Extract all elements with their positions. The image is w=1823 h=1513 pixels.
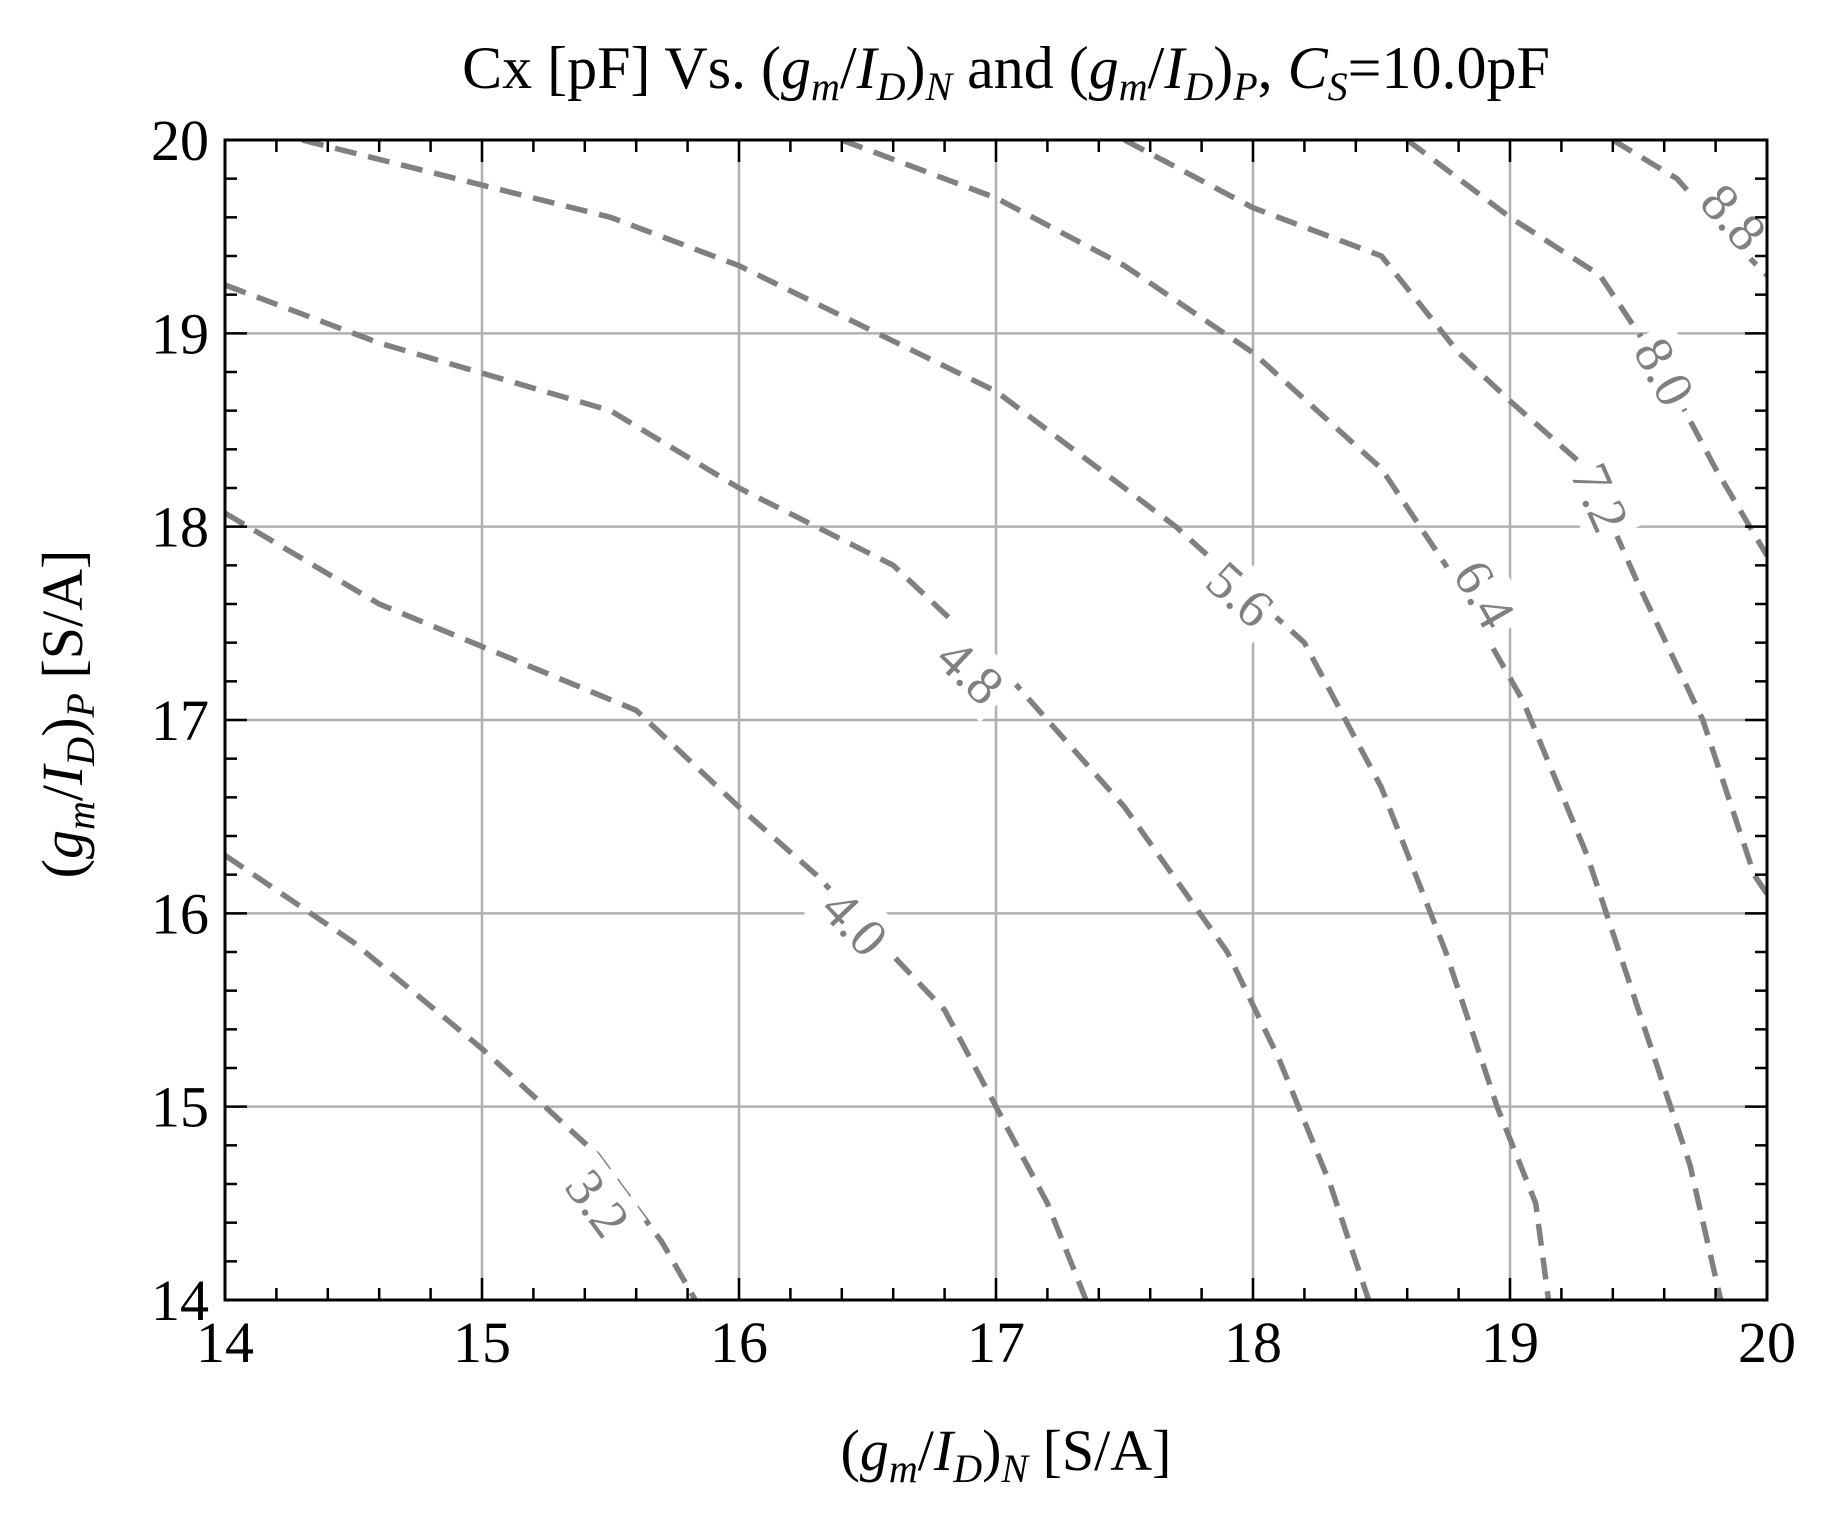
- contour-line-4-0: [225, 510, 1089, 1300]
- contour-label-mask: [1437, 542, 1532, 646]
- contour-label-4-0: 4.0: [810, 878, 900, 968]
- contour-label-mask: [1555, 447, 1645, 549]
- contour-labels: 3.24.04.85.6 6.47.28.08.8: [548, 165, 1784, 1255]
- y-tick-label: 16: [151, 881, 209, 946]
- contour-label-4-8: 4.8: [925, 627, 1015, 717]
- y-tick-label: 17: [151, 688, 209, 753]
- y-tick-label: 14: [151, 1268, 209, 1333]
- y-axis-label: (gm/ID)P [S/A]: [30, 550, 103, 879]
- contour-line-4-8: [225, 282, 1372, 1300]
- x-tick-label: 19: [1481, 1310, 1539, 1375]
- contour-label-mask: [1188, 543, 1292, 645]
- contour-line-7-2: [1123, 140, 1767, 896]
- y-tick-labels: 14 15 16 17 18 19 20: [151, 108, 209, 1333]
- y-tick-label: 19: [151, 301, 209, 366]
- chart-title: Cx [pF] Vs. (gm/ID)N and (gm/ID)P, CS=10…: [462, 35, 1550, 109]
- contour-line-5-6: [301, 140, 1552, 1300]
- y-tick-label: 20: [151, 108, 209, 173]
- contour-line-3-2: [225, 853, 698, 1300]
- contour-label-5-6: 5.6: [1195, 549, 1285, 639]
- y-tick-label: 15: [151, 1075, 209, 1140]
- x-tick-label: 20: [1738, 1310, 1796, 1375]
- x-tick-label: 16: [710, 1310, 768, 1375]
- x-tick-label: 15: [453, 1310, 511, 1375]
- contour-label-mask: [548, 1151, 647, 1255]
- tick-marks: [223, 140, 1767, 1302]
- contour-label-mask: [803, 871, 906, 975]
- x-tick-label: 14: [196, 1310, 254, 1375]
- contour-label-mask: [919, 621, 1022, 723]
- y-tick-label: 18: [151, 495, 209, 560]
- contour-line-8-0: [1405, 140, 1767, 558]
- contour-label-mask: [1617, 320, 1711, 424]
- x-tick-label: 18: [1224, 1310, 1282, 1375]
- x-tick-label: 17: [967, 1310, 1025, 1375]
- x-axis-label: (gm/ID)N [S/A]: [841, 1418, 1172, 1491]
- grid-lines: [223, 138, 1769, 1302]
- x-tick-labels: 14 15 16 17 18 19 20: [196, 1310, 1796, 1375]
- contour-label-3-2: 3.2: [553, 1158, 641, 1248]
- contour-line-6-4: [840, 140, 1724, 1300]
- contour-label-mask: [1683, 165, 1784, 269]
